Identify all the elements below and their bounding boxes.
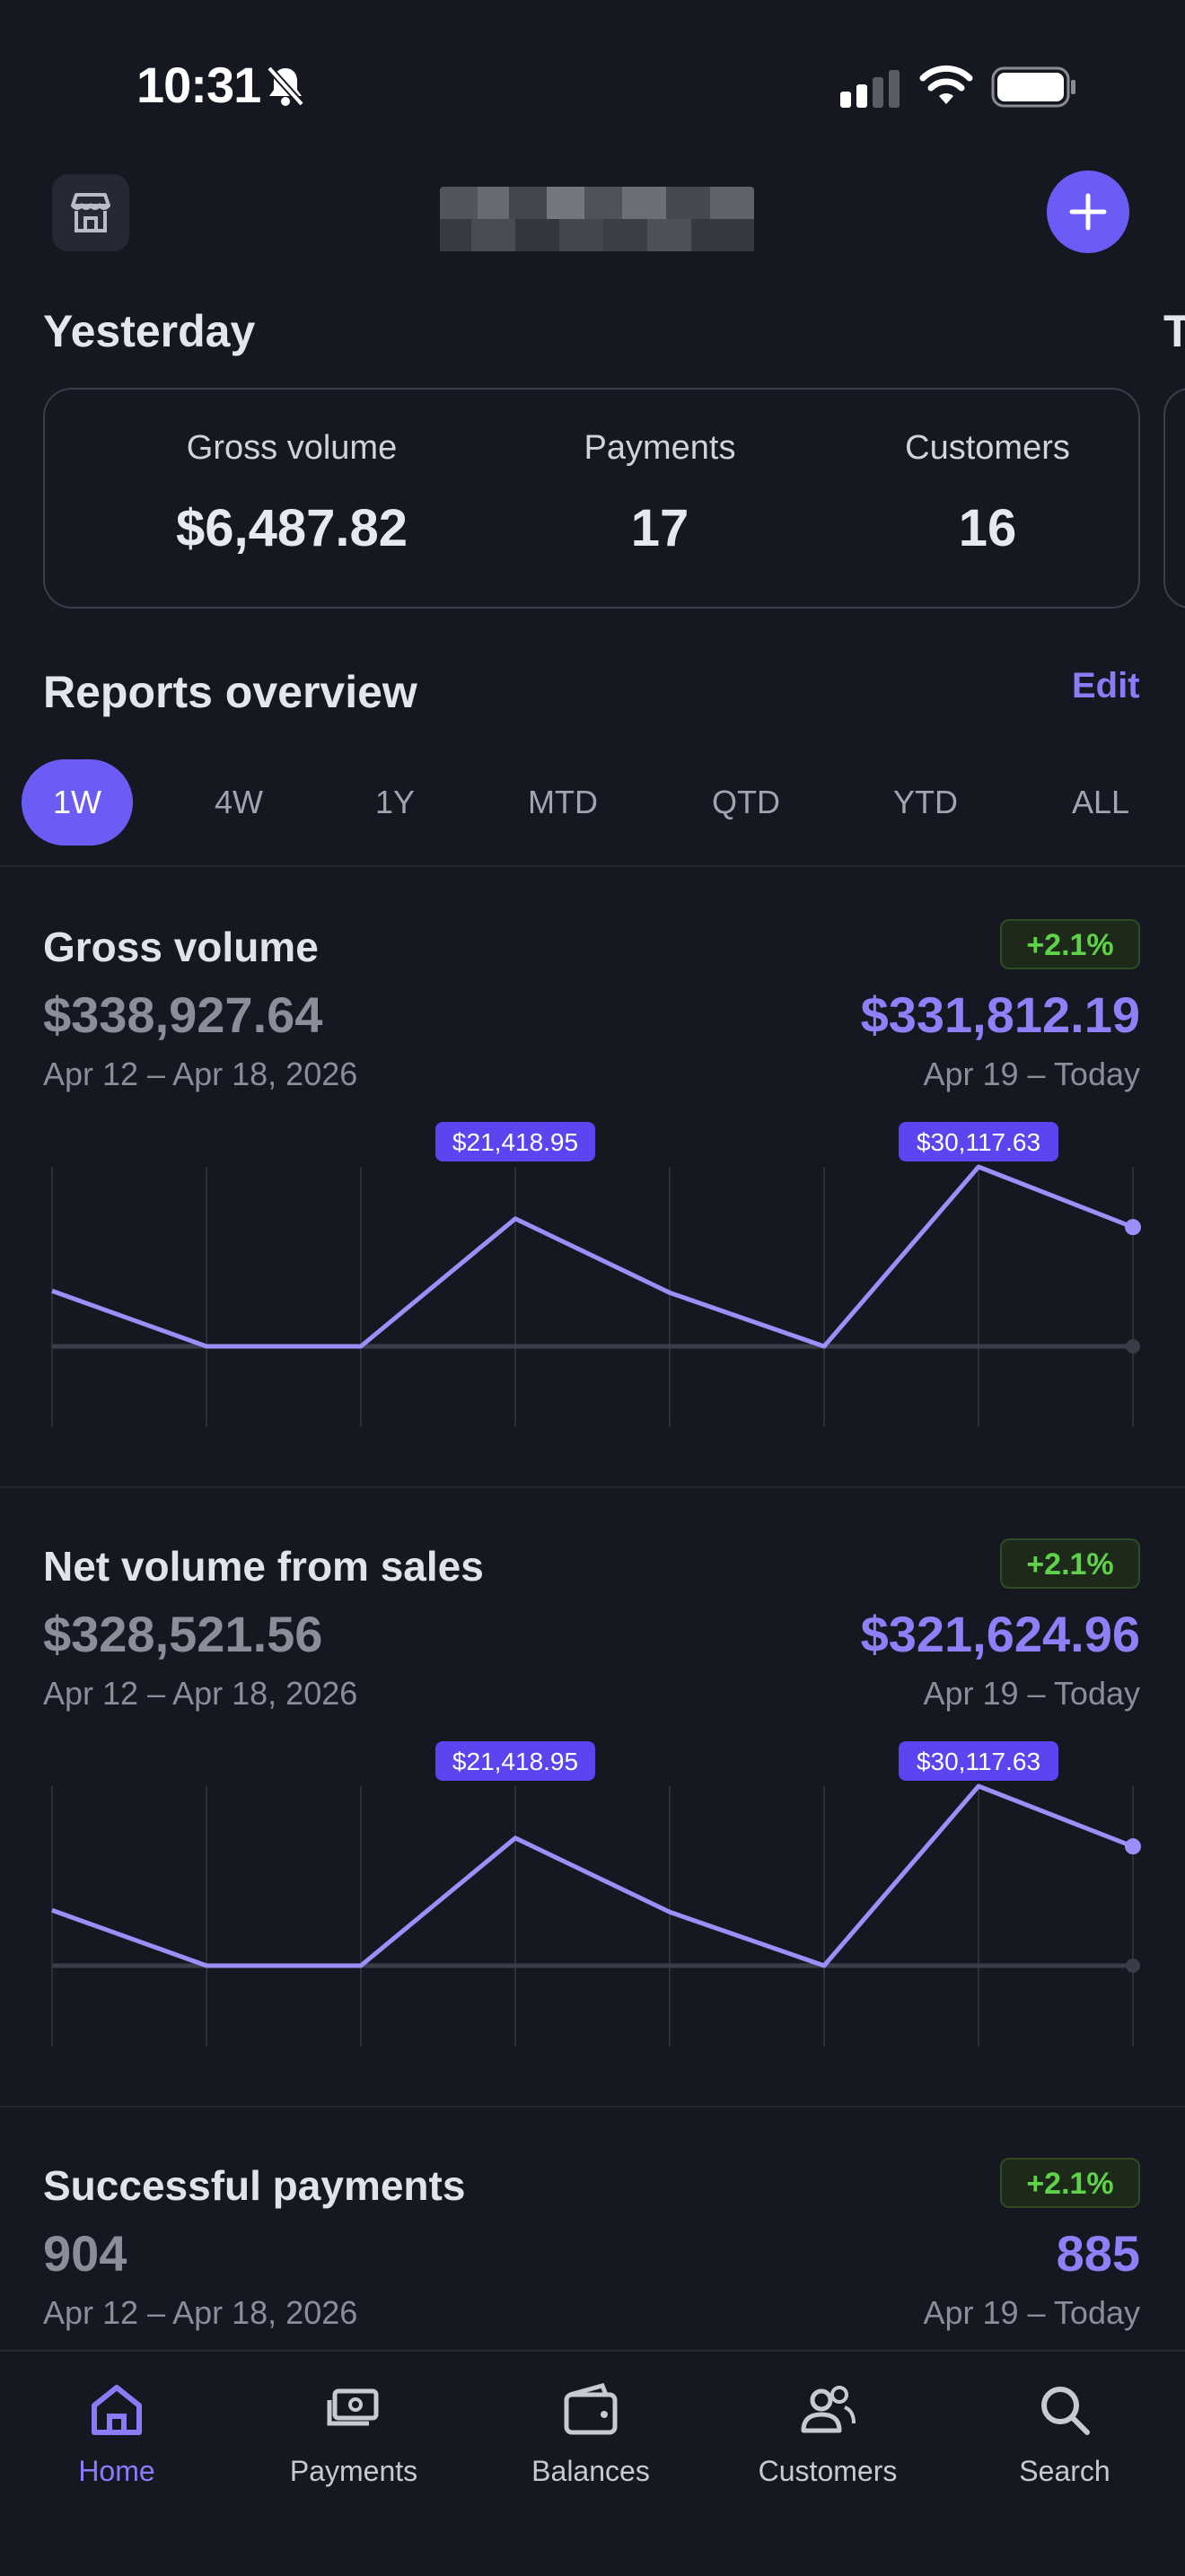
- payments-icon: [327, 2388, 379, 2426]
- previous-period-value: 904: [43, 2225, 127, 2282]
- callout-box: [899, 1741, 1058, 1781]
- previous-period-range: Apr 12 – Apr 18, 2026: [43, 1056, 358, 1092]
- nav-label: Balances: [531, 2455, 650, 2487]
- chart-peak-callout: $21,418.95: [435, 1122, 595, 1161]
- next-summary-card-peek[interactable]: [1163, 388, 1185, 609]
- chart-series-line: [51, 1783, 1134, 1968]
- nav-customers[interactable]: Customers: [738, 2379, 917, 2488]
- current-period-value: $331,812.19: [860, 986, 1140, 1043]
- wifi-icon: [919, 65, 973, 104]
- yesterday-summary-card[interactable]: Gross volume $6,487.82 Payments 17 Custo…: [43, 388, 1140, 609]
- chart-baseline-end-dot: [1126, 1339, 1140, 1354]
- report-title: Net volume from sales: [43, 1543, 484, 1590]
- callout-label: $30,117.63: [917, 1748, 1040, 1775]
- wallet-icon: [564, 2382, 618, 2435]
- tab-4w[interactable]: 4W: [215, 784, 263, 820]
- tab-mtd[interactable]: MTD: [528, 784, 598, 820]
- metric-customers: Customers 16: [844, 429, 1131, 558]
- battery-icon: [991, 66, 1075, 108]
- metric-value: 16: [958, 499, 1017, 557]
- chart-peak-callout: $21,418.95: [435, 1741, 595, 1781]
- nav-label: Customers: [758, 2455, 898, 2487]
- previous-period-range: Apr 12 – Apr 18, 2026: [43, 2294, 358, 2331]
- add-button[interactable]: [1047, 171, 1129, 253]
- current-period-range: Apr 19 – Today: [923, 2294, 1140, 2331]
- search-icon: [1041, 2387, 1090, 2435]
- previous-period-range: Apr 12 – Apr 18, 2026: [43, 1675, 358, 1712]
- nav-label: Home: [78, 2455, 155, 2487]
- store-switcher-button[interactable]: [52, 174, 129, 251]
- callout-box: [435, 1122, 595, 1161]
- chart-end-dot: [1125, 1219, 1141, 1236]
- previous-period-value: $338,927.64: [43, 986, 323, 1043]
- tab-qtd[interactable]: QTD: [712, 784, 780, 820]
- edit-reports-button[interactable]: Edit: [1072, 666, 1140, 705]
- current-period-value: $321,624.96: [860, 1606, 1140, 1662]
- gross-volume-chart: $21,418.95 $30,117.63: [51, 1122, 1141, 1427]
- plus-icon: [1069, 193, 1107, 231]
- cellular-signal-icon: [840, 70, 900, 108]
- period-tabs: 1W 4W 1Y MTD QTD YTD ALL: [0, 759, 1185, 846]
- chart-baseline-end-dot: [1126, 1958, 1140, 1973]
- net-volume-chart: $21,418.95 $30,117.63: [51, 1741, 1141, 2046]
- metric-gross-volume: Gross volume $6,487.82: [99, 429, 485, 558]
- metric-label: Payments: [584, 429, 736, 467]
- change-badge: +2.1%: [1000, 1538, 1140, 1589]
- report-successful-payments[interactable]: Successful payments +2.1% 904 885 Apr 12…: [0, 2145, 1185, 2352]
- change-badge: +2.1%: [1000, 919, 1140, 969]
- report-net-volume[interactable]: Net volume from sales +2.1% $328,521.56 …: [0, 1526, 1185, 2100]
- tab-1y[interactable]: 1Y: [374, 784, 416, 820]
- chart-series-line: [51, 1164, 1134, 1349]
- tab-all[interactable]: ALL: [1071, 784, 1130, 820]
- chart-peak-callout: $30,117.63: [899, 1122, 1058, 1161]
- nav-label: Search: [1019, 2455, 1110, 2487]
- customers-icon: [801, 2386, 856, 2433]
- account-name-redacted: [440, 187, 754, 251]
- nav-search[interactable]: Search: [975, 2379, 1154, 2488]
- nav-home[interactable]: Home: [27, 2379, 206, 2488]
- metric-label: Customers: [905, 429, 1070, 467]
- chart-peak-callout: $30,117.63: [899, 1741, 1058, 1781]
- bell-muted-icon: [267, 66, 304, 107]
- report-title: Successful payments: [43, 2162, 466, 2209]
- reports-overview-title: Reports overview: [43, 667, 417, 717]
- callout-label: $21,418.95: [452, 1748, 578, 1775]
- change-badge: +2.1%: [1000, 2158, 1140, 2208]
- yesterday-title: Yesterday: [43, 306, 256, 356]
- callout-label: $21,418.95: [452, 1128, 578, 1156]
- report-gross-volume[interactable]: Gross volume +2.1% $338,927.64 $331,812.…: [0, 907, 1185, 1481]
- report-title: Gross volume: [43, 924, 319, 970]
- next-card-title-peek: T: [1163, 306, 1185, 356]
- metric-value: $6,487.82: [175, 499, 408, 557]
- metric-payments: Payments 17: [512, 429, 808, 558]
- divider: [0, 2106, 1185, 2107]
- current-period-range: Apr 19 – Today: [923, 1056, 1140, 1092]
- home-icon: [92, 2385, 142, 2435]
- tab-ytd[interactable]: YTD: [893, 784, 958, 820]
- bottom-tab-bar: Home Payments Balances Customers Sea: [0, 2350, 1185, 2576]
- nav-balances[interactable]: Balances: [501, 2379, 680, 2488]
- current-period-range: Apr 19 – Today: [923, 1675, 1140, 1712]
- divider: [0, 1486, 1185, 1488]
- storefront-icon: [71, 193, 110, 232]
- current-period-value: 885: [1056, 2225, 1140, 2282]
- callout-box: [435, 1741, 595, 1781]
- metric-value: 17: [630, 499, 689, 557]
- callout-label: $30,117.63: [917, 1128, 1040, 1156]
- nav-label: Payments: [289, 2455, 418, 2487]
- metric-label: Gross volume: [186, 429, 398, 467]
- status-time: 10:31: [136, 57, 261, 113]
- chart-end-dot: [1125, 1838, 1141, 1855]
- divider: [0, 865, 1185, 867]
- tab-1w[interactable]: 1W: [22, 759, 133, 846]
- nav-payments[interactable]: Payments: [264, 2379, 443, 2488]
- callout-box: [899, 1122, 1058, 1161]
- previous-period-value: $328,521.56: [43, 1606, 323, 1662]
